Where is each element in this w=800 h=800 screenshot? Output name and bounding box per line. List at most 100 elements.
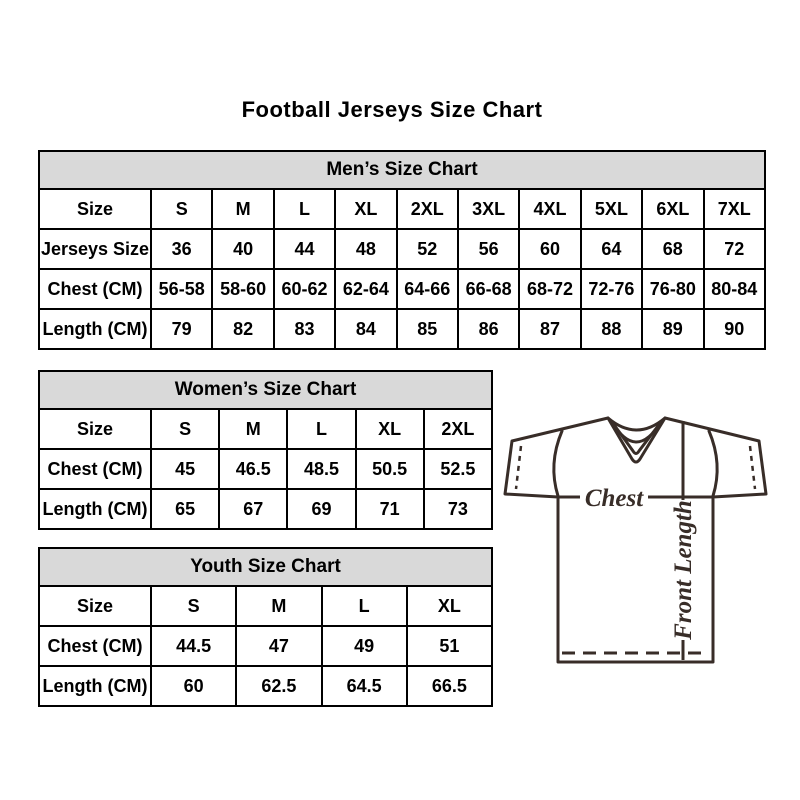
size-value-cell: 45: [149, 448, 221, 490]
size-value-cell: 44.5: [149, 625, 238, 667]
size-value-cell: S: [149, 585, 238, 627]
row-label-cell: Length (CM): [38, 665, 152, 707]
size-value-cell: 90: [702, 308, 767, 350]
youth-size-table: Youth Size Chart Size S M L XL Chest (CM) 44.5 4…: [38, 547, 494, 707]
row-label-cell: Length (CM): [38, 308, 152, 350]
front-length-label-bg: [669, 500, 696, 640]
size-value-cell: 87: [518, 308, 582, 350]
size-value-cell: L: [286, 408, 357, 450]
size-value-cell: 48: [334, 228, 398, 270]
table-title-row: Youth Size Chart: [38, 547, 493, 587]
size-value-cell: XL: [405, 585, 494, 627]
size-value-cell: 50.5: [354, 448, 425, 490]
size-value-cell: 2XL: [395, 188, 459, 230]
size-value-cell: 82: [211, 308, 275, 350]
row-label-cell: Chest (CM): [38, 625, 152, 667]
table-row: Chest (CM) 44.5 47 49 51: [38, 625, 494, 667]
size-value-cell: 79: [149, 308, 214, 350]
row-label-cell: Chest (CM): [38, 268, 152, 310]
size-value-cell: 49: [320, 625, 408, 667]
jersey-armhole-seam: [552, 429, 564, 498]
row-label-cell: Size: [38, 585, 152, 627]
table-row: Length (CM) 60 62.5 64.5 66.5: [38, 665, 494, 707]
size-value-cell: 76-80: [641, 268, 705, 310]
size-value-cell: S: [149, 408, 221, 450]
size-value-cell: 86: [456, 308, 521, 350]
size-value-cell: 67: [218, 488, 289, 530]
mens-size-table: Men’s Size Chart Size S M L XL 2XL 3XL 4XL 5XL 6XL…: [38, 150, 767, 350]
size-value-cell: 71: [354, 488, 425, 530]
size-value-cell: 56: [456, 228, 521, 270]
sleeve-dashed-line: [514, 445, 523, 490]
table-title: Men’s Size Chart: [38, 150, 766, 190]
size-value-cell: 52.5: [422, 448, 494, 490]
row-label-cell: Size: [38, 188, 152, 230]
page-title: Football Jerseys Size Chart: [241, 97, 543, 122]
size-value-cell: L: [272, 188, 337, 230]
sleeve-dashed-line: [748, 445, 757, 490]
size-value-cell: 62.5: [235, 665, 323, 707]
size-value-cell: 51: [405, 625, 494, 667]
size-value-cell: 64-66: [395, 268, 459, 310]
size-value-cell: 66-68: [456, 268, 521, 310]
size-value-cell: 68: [641, 228, 705, 270]
size-value-cell: 4XL: [518, 188, 582, 230]
size-value-cell: 7XL: [702, 188, 767, 230]
table-row: Size S M L XL 2XL: [38, 408, 494, 450]
size-value-cell: 36: [149, 228, 214, 270]
size-value-cell: 66.5: [405, 665, 494, 707]
table-title: Youth Size Chart: [38, 547, 493, 587]
size-value-cell: 47: [235, 625, 323, 667]
size-value-cell: 72-76: [579, 268, 644, 310]
table-row: Length (CM) 65 67 69 71 73: [38, 488, 494, 530]
size-value-cell: XL: [334, 188, 398, 230]
size-value-cell: 69: [286, 488, 357, 530]
chest-label-bg: [580, 480, 648, 511]
size-value-cell: 46.5: [218, 448, 289, 490]
size-value-cell: 72: [702, 228, 767, 270]
row-label-cell: Chest (CM): [38, 448, 152, 490]
table-row: Size S M L XL 2XL 3XL 4XL 5XL 6XL 7XL: [38, 188, 767, 230]
size-value-cell: 44: [272, 228, 337, 270]
size-value-cell: 3XL: [456, 188, 521, 230]
size-value-cell: 6XL: [641, 188, 705, 230]
size-value-cell: 60-62: [272, 268, 337, 310]
size-value-cell: 68-72: [518, 268, 582, 310]
table-title: Women’s Size Chart: [38, 370, 493, 410]
size-value-cell: 84: [334, 308, 398, 350]
size-value-cell: 58-60: [211, 268, 275, 310]
front-length-label: Front Length: [670, 500, 697, 641]
table-title-row: Women’s Size Chart: [38, 370, 493, 410]
size-value-cell: L: [320, 585, 408, 627]
size-value-cell: 64.5: [320, 665, 408, 707]
size-value-cell: 56-58: [149, 268, 214, 310]
womens-size-table: Women’s Size Chart Size S M L XL 2XL Chest (CM)…: [38, 370, 494, 530]
jersey-diagram: Chest Front Length: [498, 400, 778, 680]
size-value-cell: 5XL: [579, 188, 644, 230]
table-title-row: Men’s Size Chart: [38, 150, 766, 190]
size-value-cell: 80-84: [702, 268, 767, 310]
row-label-cell: Length (CM): [38, 488, 152, 530]
size-value-cell: 52: [395, 228, 459, 270]
chest-label: Chest: [585, 485, 644, 512]
size-value-cell: 60: [149, 665, 238, 707]
size-value-cell: 40: [211, 228, 275, 270]
table-row: Jerseys Size 36 40 44 48 52 56 60 64 68 72: [38, 228, 767, 270]
jersey-diagram-svg: Chest Front Length: [503, 416, 768, 664]
table-row: Chest (CM) 45 46.5 48.5 50.5 52.5: [38, 448, 494, 490]
table-row: Length (CM) 79 82 83 84 85 86 87 88 89 90: [38, 308, 767, 350]
size-value-cell: S: [149, 188, 214, 230]
size-value-cell: XL: [354, 408, 425, 450]
size-value-cell: 62-64: [334, 268, 398, 310]
table-row: Size S M L XL: [38, 585, 494, 627]
size-value-cell: 85: [395, 308, 459, 350]
size-value-cell: 65: [149, 488, 221, 530]
size-value-cell: M: [211, 188, 275, 230]
size-value-cell: 64: [579, 228, 644, 270]
size-value-cell: 88: [579, 308, 644, 350]
size-value-cell: M: [218, 408, 289, 450]
size-value-cell: 60: [518, 228, 582, 270]
size-value-cell: 73: [422, 488, 494, 530]
jersey-collar: [610, 420, 663, 455]
